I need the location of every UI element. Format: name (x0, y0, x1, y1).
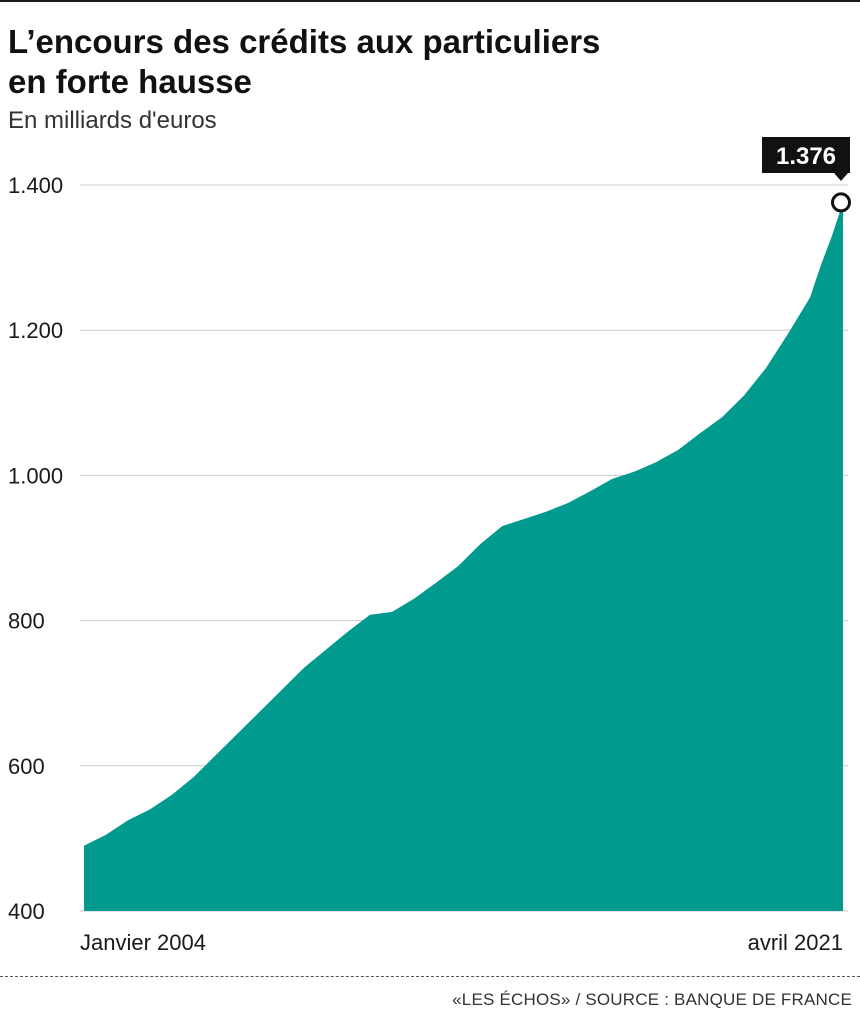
chart-title-line-2: en forte hausse (8, 63, 252, 100)
footer-divider (0, 976, 860, 977)
callout-value-label: 1.376 (776, 143, 836, 170)
y-axis-tick-labels: 400 600 800 1.000 1.200 1.400 (8, 173, 63, 924)
y-tick-label: 1.000 (8, 463, 63, 488)
y-tick-label: 600 (8, 754, 45, 779)
y-tick-label: 1.400 (8, 173, 63, 198)
highlight-point-marker (831, 192, 851, 213)
callout-pointer (834, 173, 848, 181)
value-callout: 1.376 (762, 137, 851, 213)
top-rule (0, 0, 860, 2)
callout-box (762, 137, 850, 173)
chart-title: L’encours des crédits aux particuliers e… (8, 22, 828, 102)
x-axis-labels: Janvier 2004 avril 2021 (80, 930, 843, 955)
source-credit: «LES ÉCHOS» / SOURCE : BANQUE DE FRANCE (452, 990, 852, 1009)
area-chart: 400 600 800 1.000 1.200 1.400 Janvier 2004 av… (8, 137, 851, 955)
x-axis-start-label: Janvier 2004 (80, 930, 206, 955)
y-tick-label: 1.200 (8, 318, 63, 343)
y-tick-label: 800 (8, 609, 45, 634)
x-axis-end-label: avril 2021 (748, 930, 843, 955)
chart-subtitle: En milliards d'euros (8, 107, 217, 134)
chart-title-line-1: L’encours des crédits aux particuliers (8, 23, 601, 60)
area-fill (84, 202, 843, 911)
y-tick-label: 400 (8, 899, 45, 924)
